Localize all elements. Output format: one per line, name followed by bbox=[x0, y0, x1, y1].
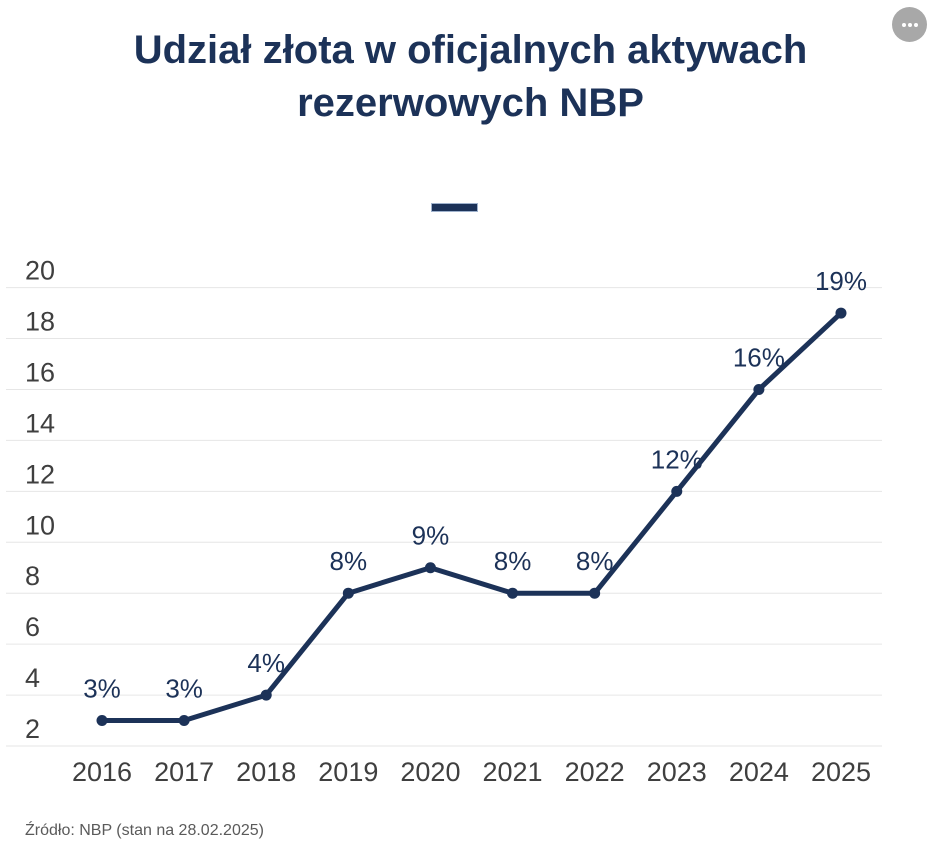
y-axis-label: 2 bbox=[25, 714, 40, 744]
x-axis-label: 2020 bbox=[400, 757, 460, 787]
y-axis-label: 8 bbox=[25, 561, 40, 591]
x-axis-label: 2025 bbox=[811, 757, 871, 787]
data-label: 12% bbox=[651, 444, 703, 474]
x-axis-label: 2023 bbox=[647, 757, 707, 787]
data-label: 8% bbox=[330, 546, 368, 576]
data-point-2017[interactable] bbox=[178, 715, 190, 727]
source-note: Źródło: NBP (stan na 28.02.2025) bbox=[25, 822, 264, 839]
y-axis-label: 14 bbox=[25, 408, 55, 438]
data-label: 8% bbox=[494, 546, 532, 576]
x-axis-label: 2022 bbox=[565, 757, 625, 787]
data-point-2020[interactable] bbox=[424, 562, 436, 574]
line-chart: 2 4 6 8 10 12 14 16 18 20 3% 2016 3% 2017 4% 2018 8% 2019… bbox=[6, 256, 882, 787]
chart-title-line2: rezerwowych NBP bbox=[297, 81, 644, 125]
data-point-2019[interactable] bbox=[342, 587, 354, 599]
y-axis-label: 12 bbox=[25, 459, 55, 489]
data-point-2018[interactable] bbox=[260, 689, 272, 701]
data-point-2025[interactable] bbox=[835, 307, 847, 319]
x-axis-label: 2018 bbox=[236, 757, 296, 787]
data-label: 3% bbox=[165, 674, 203, 704]
y-axis-label: 4 bbox=[25, 663, 40, 693]
y-axis-label: 16 bbox=[25, 357, 55, 387]
legend-line-marker[interactable] bbox=[431, 203, 478, 212]
chart-menu-button[interactable] bbox=[892, 7, 927, 42]
y-axis-label: 18 bbox=[25, 307, 55, 337]
ellipsis-icon bbox=[901, 22, 918, 27]
x-axis-label: 2021 bbox=[483, 757, 543, 787]
series-line bbox=[99, 310, 844, 723]
data-point-2023[interactable] bbox=[671, 485, 683, 497]
data-label: 9% bbox=[412, 521, 450, 551]
data-point-2022[interactable] bbox=[589, 587, 601, 599]
y-axis-label: 6 bbox=[25, 612, 40, 642]
data-point-2021[interactable] bbox=[507, 587, 519, 599]
data-label: 19% bbox=[815, 266, 867, 296]
x-axis-label: 2019 bbox=[318, 757, 378, 787]
x-axis-label: 2017 bbox=[154, 757, 214, 787]
data-point-2024[interactable] bbox=[753, 383, 765, 395]
data-label: 16% bbox=[733, 342, 785, 372]
x-axis-label: 2024 bbox=[729, 757, 789, 787]
data-label: 8% bbox=[576, 546, 614, 576]
y-axis-label: 20 bbox=[25, 256, 55, 286]
data-point-2016[interactable] bbox=[96, 715, 108, 727]
data-label: 3% bbox=[83, 674, 121, 704]
data-label: 4% bbox=[247, 648, 285, 678]
y-axis-label: 10 bbox=[25, 510, 55, 540]
chart-title: Udział złota w oficjalnych aktywach reze… bbox=[0, 24, 941, 130]
x-axis-label: 2016 bbox=[72, 757, 132, 787]
chart-title-line1: Udział złota w oficjalnych aktywach bbox=[133, 28, 808, 72]
